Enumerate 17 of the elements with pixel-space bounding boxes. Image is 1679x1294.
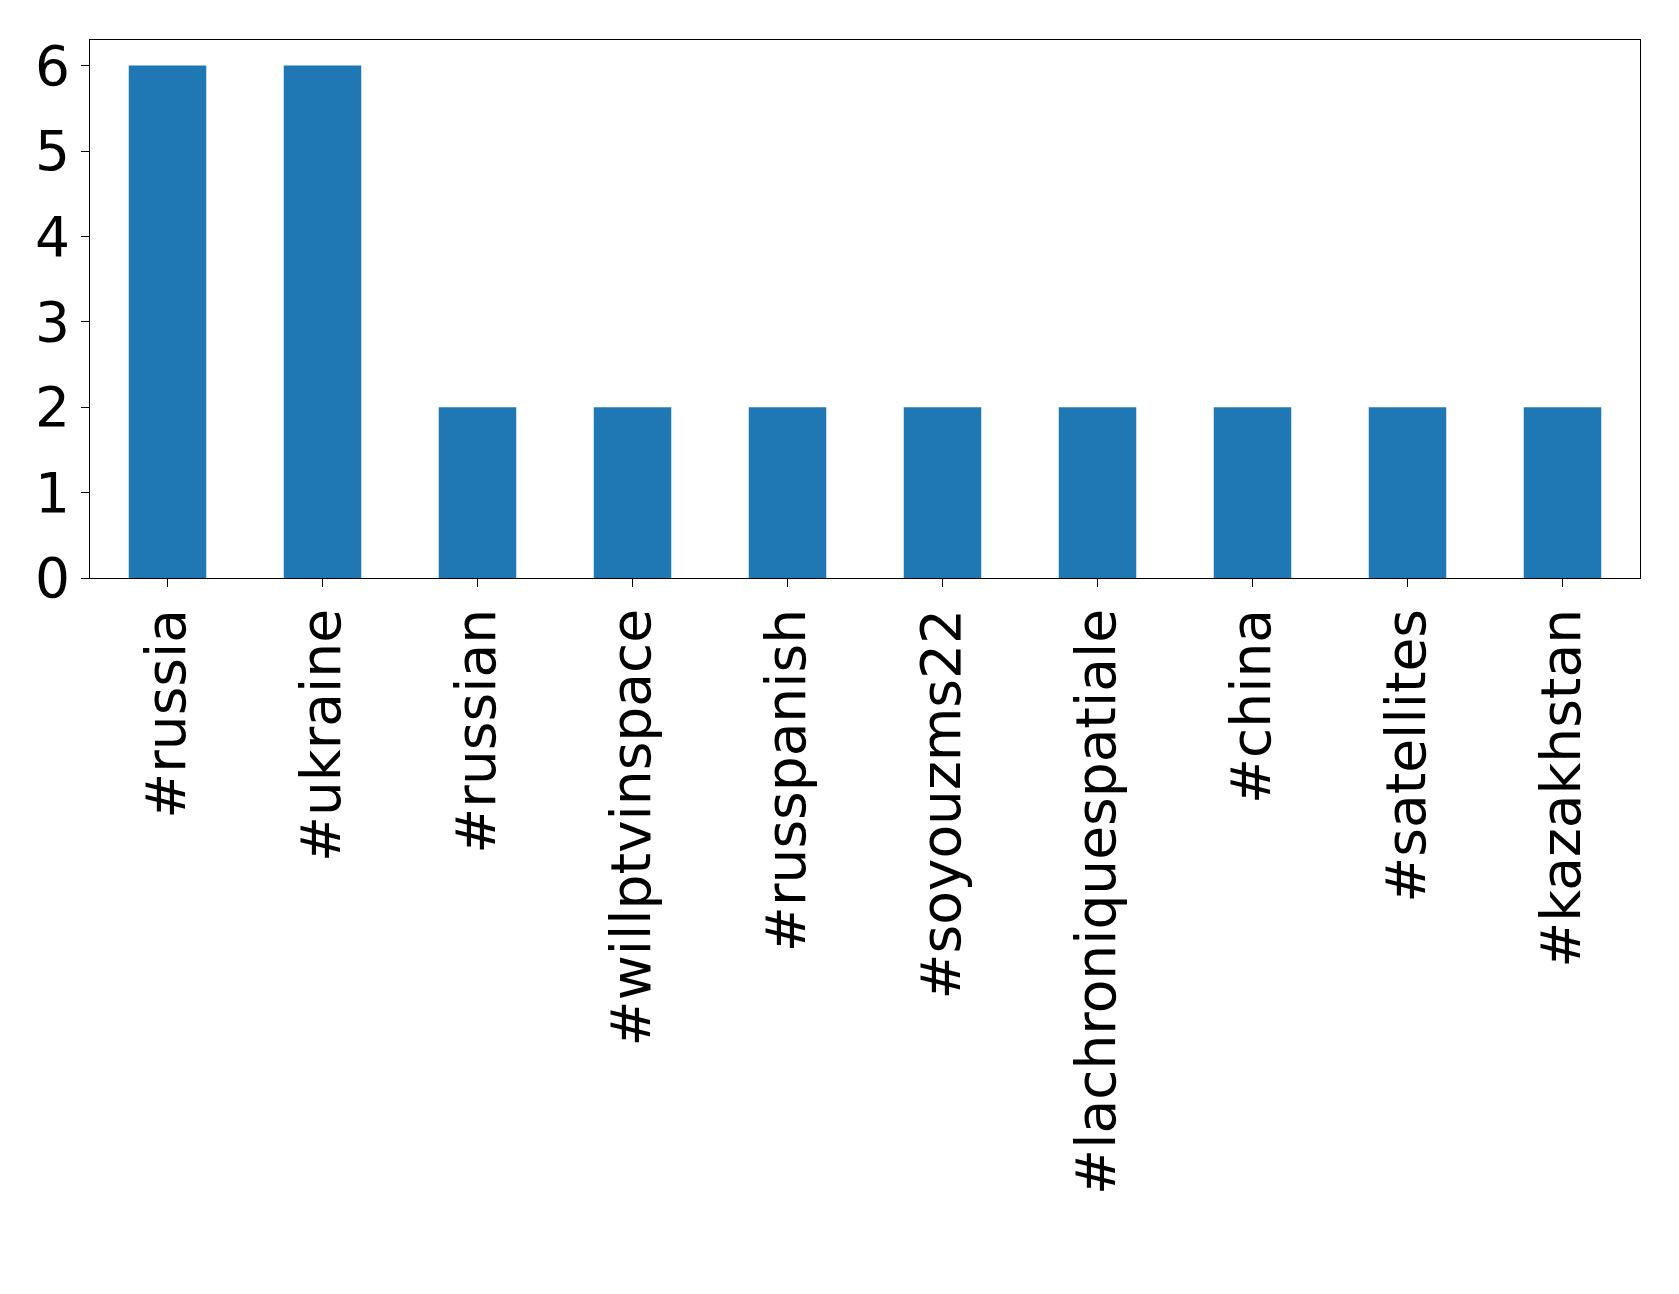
y-tick-label: 4 (35, 204, 70, 269)
y-tick-label: 2 (35, 375, 70, 440)
x-tick-label: #russia (134, 609, 199, 819)
x-tick-label: #ukraine (289, 609, 354, 863)
x-tick-label: #china (1219, 609, 1284, 805)
y-tick-label: 1 (35, 460, 70, 525)
y-tick-label: 0 (35, 546, 70, 611)
x-tick-label: #soyouzms22 (909, 609, 974, 1000)
x-tick-label: #willptvinspace (599, 609, 664, 1047)
y-tick-label: 6 (35, 33, 70, 98)
x-tick-label: #russian (444, 609, 509, 854)
y-tick-label: 5 (35, 119, 70, 184)
x-tick-label: #lachroniquespatiale (1064, 609, 1129, 1195)
y-tick-label: 3 (35, 290, 70, 355)
x-tick-label: #satellites (1374, 609, 1439, 903)
x-tick-label: #russpanish (754, 609, 819, 953)
x-tick-label: #kazakhstan (1529, 609, 1594, 968)
